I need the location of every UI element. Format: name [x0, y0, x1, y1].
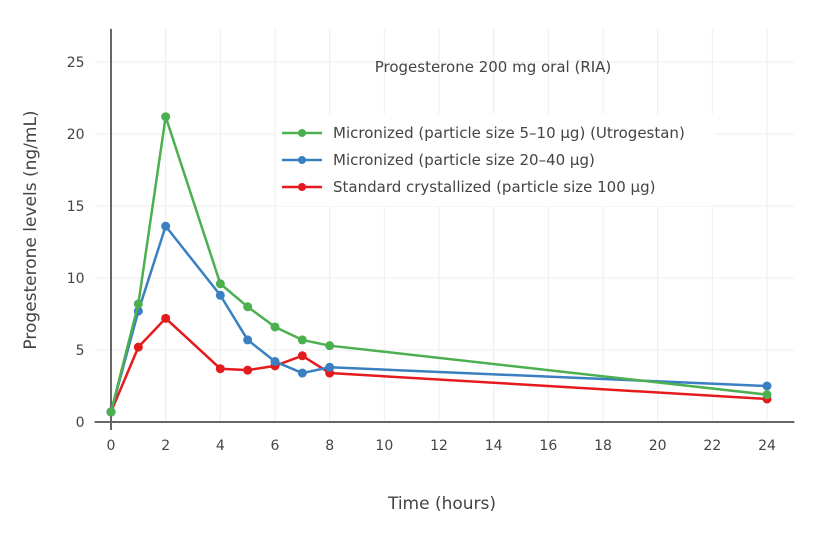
x-tick-label: 22 — [703, 438, 721, 454]
data-point[interactable] — [762, 390, 772, 400]
data-point[interactable] — [270, 357, 280, 367]
data-point[interactable] — [161, 221, 171, 231]
x-tick-label: 2 — [161, 438, 170, 454]
x-tick-label: 8 — [325, 438, 334, 454]
y-tick-label: 25 — [67, 55, 85, 71]
x-tick-label: 14 — [485, 438, 503, 454]
data-point[interactable] — [215, 279, 225, 289]
y-axis-title: Progesterone levels (ng/mL) — [21, 110, 41, 349]
y-tick-label: 15 — [67, 199, 85, 215]
x-tick-label: 0 — [107, 438, 116, 454]
series-0 — [106, 112, 772, 417]
x-tick-label: 20 — [649, 438, 667, 454]
data-point[interactable] — [243, 302, 253, 312]
legend-item[interactable]: Micronized (particle size 5–10 µg) (Utro… — [282, 124, 685, 142]
data-point[interactable] — [106, 407, 116, 417]
data-point[interactable] — [133, 299, 143, 309]
x-axis-title: Time (hours) — [387, 494, 496, 514]
data-point[interactable] — [297, 351, 307, 361]
data-point[interactable] — [215, 290, 225, 300]
data-point[interactable] — [161, 313, 171, 323]
data-point[interactable] — [161, 112, 171, 122]
legend-item[interactable]: Standard crystallized (particle size 100… — [282, 178, 655, 196]
data-point[interactable] — [243, 365, 253, 375]
chart-annotation: Progesterone 200 mg oral (RIA) — [375, 58, 612, 76]
x-tick-label: 12 — [430, 438, 448, 454]
legend-background — [276, 114, 714, 206]
data-point[interactable] — [243, 335, 253, 345]
x-tick-label: 16 — [539, 438, 557, 454]
data-point[interactable] — [215, 364, 225, 374]
legend-label: Micronized (particle size 20–40 µg) — [333, 151, 595, 169]
y-tick-label: 5 — [76, 343, 85, 359]
x-tick-label: 6 — [271, 438, 280, 454]
x-tick-label: 4 — [216, 438, 225, 454]
y-tick-label: 0 — [76, 415, 85, 431]
axes — [94, 28, 795, 430]
y-tick-label: 10 — [67, 271, 85, 287]
grid — [94, 28, 795, 422]
data-point[interactable] — [297, 368, 307, 378]
legend-marker-icon — [298, 156, 306, 164]
legend[interactable]: Micronized (particle size 5–10 µg) (Utro… — [276, 114, 714, 206]
y-tick-label: 20 — [67, 127, 85, 143]
x-tick-label: 10 — [375, 438, 393, 454]
legend-marker-icon — [298, 183, 306, 191]
y-axis-ticks: 0 5 10 15 20 25 — [67, 55, 85, 431]
legend-item[interactable]: Micronized (particle size 20–40 µg) — [282, 151, 595, 169]
data-point[interactable] — [270, 322, 280, 332]
x-tick-label: 24 — [758, 438, 776, 454]
x-axis-ticks: 0 2 4 6 8 10 12 14 16 18 20 22 24 — [107, 438, 776, 454]
series — [106, 112, 772, 417]
legend-label: Micronized (particle size 5–10 µg) (Utro… — [333, 124, 685, 142]
legend-marker-icon — [298, 129, 306, 137]
x-tick-label: 18 — [594, 438, 612, 454]
data-point[interactable] — [133, 342, 143, 352]
data-point[interactable] — [762, 381, 772, 391]
data-point[interactable] — [325, 362, 335, 372]
data-point[interactable] — [325, 341, 335, 351]
data-point[interactable] — [297, 335, 307, 345]
legend-label: Standard crystallized (particle size 100… — [333, 178, 655, 196]
